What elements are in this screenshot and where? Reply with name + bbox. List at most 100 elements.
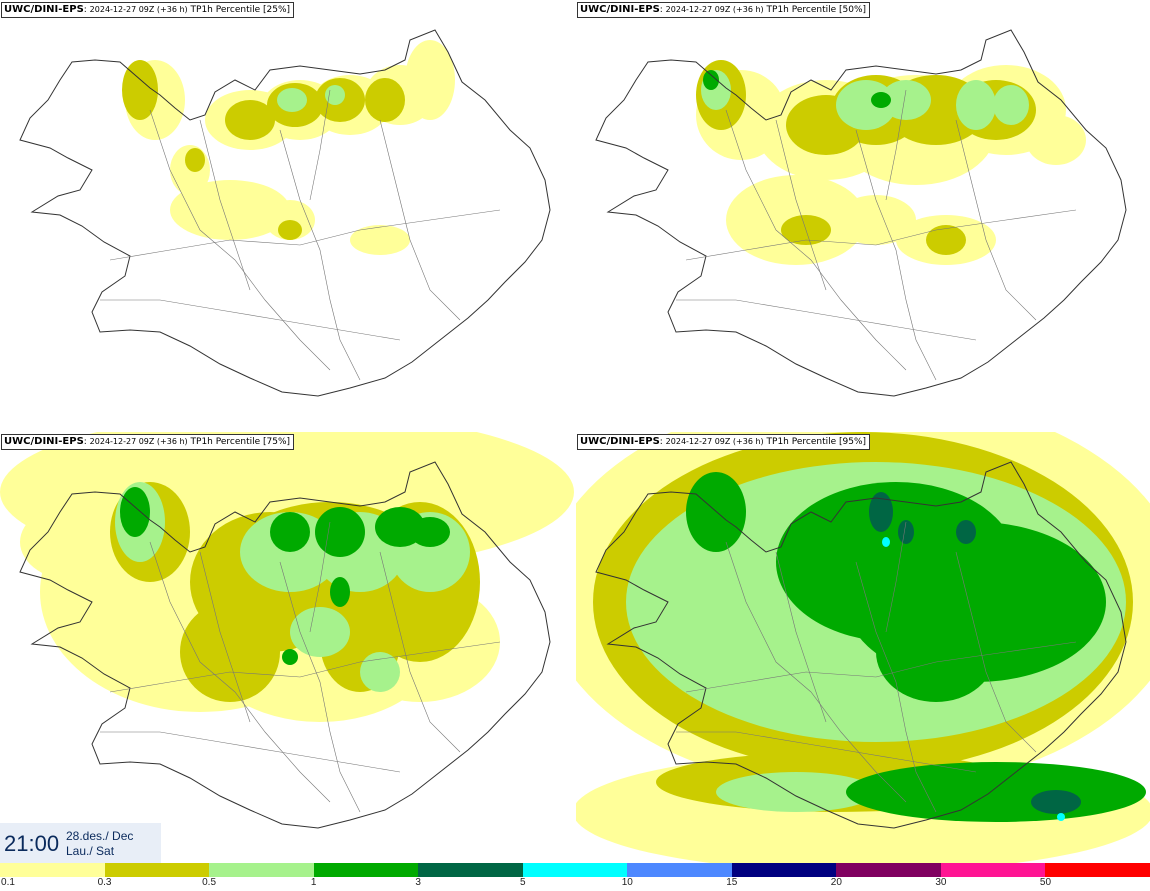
model-name: UWC/DINI-EPS xyxy=(4,4,84,15)
road-line xyxy=(109,209,501,261)
coastline xyxy=(19,461,551,829)
colorbar-tick-label: 0.3 xyxy=(97,877,112,888)
precip-area xyxy=(1057,813,1065,821)
precip-area xyxy=(315,507,365,557)
precipitation-map xyxy=(595,29,1127,397)
field-name: TP1h Percentile [75%] xyxy=(190,437,291,447)
model-name: UWC/DINI-EPS xyxy=(580,436,660,447)
road-line xyxy=(149,541,331,803)
colorbar-swatch xyxy=(1045,863,1150,877)
road-line xyxy=(725,541,907,803)
precip-area xyxy=(410,517,450,547)
road-line xyxy=(685,209,1077,261)
road-line xyxy=(775,551,827,723)
colorbar-swatch xyxy=(209,863,314,877)
field-name: TP1h Percentile [50%] xyxy=(766,5,867,15)
precip-area xyxy=(180,602,280,702)
precip-area xyxy=(898,520,914,544)
coastline xyxy=(595,29,1127,397)
precip-area xyxy=(278,220,302,240)
colorbar-swatch xyxy=(418,863,523,877)
panel-title: UWC/DINI-EPS: 2024-12-27 09Z (+36 h) TP1… xyxy=(1,434,295,450)
colorbar-tick-label: 10 xyxy=(621,877,633,888)
road-line xyxy=(955,551,1037,753)
precip-area xyxy=(330,577,350,607)
precip-area xyxy=(120,487,150,537)
colorbar-swatch xyxy=(731,863,837,877)
road-line xyxy=(109,641,501,693)
precipitation-map xyxy=(0,432,574,829)
precip-area xyxy=(170,180,290,240)
field-name: TP1h Percentile [95%] xyxy=(766,437,867,447)
colorbar-swatch xyxy=(522,863,628,877)
precip-area xyxy=(881,80,931,120)
road-line xyxy=(309,521,331,633)
precip-area xyxy=(282,649,298,665)
valid-hour: 21:00 xyxy=(4,831,60,856)
colorbar-swatch xyxy=(104,863,210,877)
map-panel-p95: UWC/DINI-EPS: 2024-12-27 09Z (+36 h) TP1… xyxy=(576,432,1150,864)
precipitation-map xyxy=(576,432,1150,864)
road-line xyxy=(199,119,251,291)
road-line xyxy=(676,299,977,341)
panel-title: UWC/DINI-EPS: 2024-12-27 09Z (+36 h) TP1… xyxy=(1,2,295,18)
precip-area xyxy=(956,80,996,130)
road-line xyxy=(199,551,251,723)
valid-date-line-1: 28.des./ Dec xyxy=(66,829,134,843)
model-name: UWC/DINI-EPS xyxy=(580,4,660,15)
precip-area xyxy=(225,100,275,140)
valid-time-box: 21:00 28.des./ Dec Lau./ Sat xyxy=(0,823,161,863)
road-line xyxy=(379,119,461,321)
colorbar-swatch xyxy=(313,863,419,877)
precip-area xyxy=(405,40,455,120)
colorbar-ticks: 0.1 0.3 0.5 1 3 5 10 15 20 30 50 xyxy=(0,877,1150,891)
road-line xyxy=(379,551,461,753)
precip-area xyxy=(871,92,891,108)
precip-area xyxy=(993,85,1029,125)
colorbar-swatch xyxy=(0,863,105,877)
precip-area xyxy=(1031,790,1081,814)
map-panel-p25: UWC/DINI-EPS: 2024-12-27 09Z (+36 h) TP1… xyxy=(0,0,574,432)
colorbar-tick-label: 0.1 xyxy=(1,877,15,888)
road-line xyxy=(100,731,401,773)
road-line xyxy=(676,731,977,773)
precip-area xyxy=(846,762,1146,822)
road-line xyxy=(725,109,907,371)
road-line xyxy=(955,119,1037,321)
road-line xyxy=(685,641,1077,693)
precip-area xyxy=(185,148,205,172)
colorbar-tick-label: 1 xyxy=(310,877,317,888)
precip-area xyxy=(869,492,893,532)
precip-area xyxy=(686,472,746,552)
precip-area xyxy=(836,195,916,245)
map-panel-p75: UWC/DINI-EPS: 2024-12-27 09Z (+36 h) TP1… xyxy=(0,432,574,864)
run-time: 2024-12-27 09Z (+36 h) xyxy=(665,5,764,14)
precip-area xyxy=(882,537,890,547)
valid-date: 28.des./ Dec Lau./ Sat xyxy=(66,829,133,859)
colorbar-swatch xyxy=(940,863,1046,877)
precip-area xyxy=(926,225,966,255)
colorbar-tick-label: 30 xyxy=(935,877,947,888)
colorbar-tick-label: 0.5 xyxy=(202,877,217,888)
run-time: 2024-12-27 09Z (+36 h) xyxy=(89,5,188,14)
run-time: 2024-12-27 09Z (+36 h) xyxy=(665,437,764,446)
colorbar-swatch xyxy=(836,863,941,877)
precip-area xyxy=(20,502,140,582)
road-line xyxy=(309,89,331,201)
precip-area xyxy=(956,520,976,544)
road-line xyxy=(279,129,361,381)
colorbar-tick-label: 20 xyxy=(830,877,842,888)
coastline xyxy=(595,461,1127,829)
panel-title: UWC/DINI-EPS: 2024-12-27 09Z (+36 h) TP1… xyxy=(577,2,871,18)
model-name: UWC/DINI-EPS xyxy=(4,436,84,447)
road-line xyxy=(775,119,827,291)
precip-area xyxy=(360,652,400,692)
map-panel-p50: UWC/DINI-EPS: 2024-12-27 09Z (+36 h) TP1… xyxy=(576,0,1150,432)
road-line xyxy=(855,561,937,813)
precip-area xyxy=(277,88,307,112)
valid-date-line-2: Lau./ Sat xyxy=(66,844,115,858)
precip-area xyxy=(365,78,405,122)
precip-area xyxy=(290,607,350,657)
road-line xyxy=(885,521,907,633)
colorbar-tick-label: 50 xyxy=(1039,877,1052,888)
